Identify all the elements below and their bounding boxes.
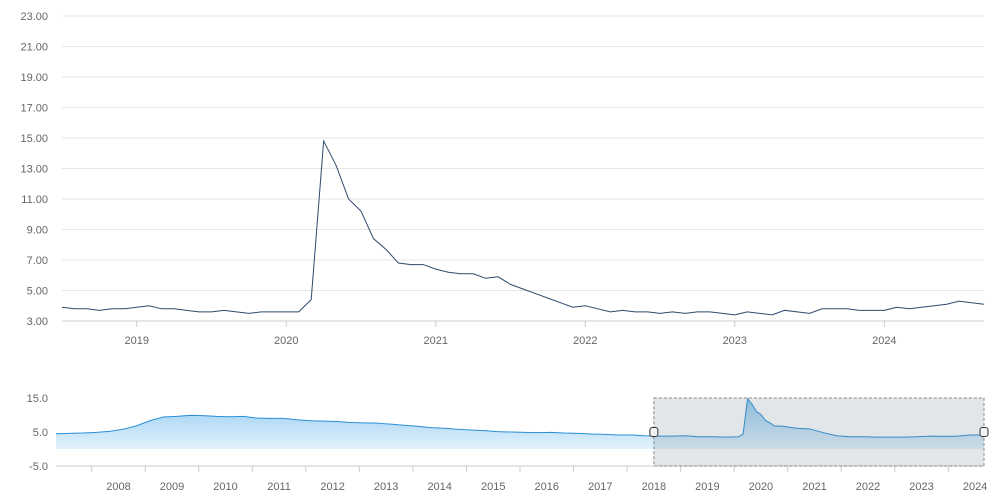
main-x-axis: 2019 2020 2021 2022 2023 2024 xyxy=(125,321,897,347)
main-x-tick-label: 2023 xyxy=(723,335,747,347)
navigator-x-tick-label: 2011 xyxy=(267,481,291,493)
main-y-tick-label: 15.00 xyxy=(20,133,48,145)
navigator-area-fill xyxy=(56,398,984,449)
navigator-x-tick-label: 2017 xyxy=(588,481,612,493)
main-x-tick-label: 2019 xyxy=(125,335,149,347)
main-y-tick-label: 9.00 xyxy=(27,225,48,237)
main-plot: 3.00 5.00 7.00 9.00 11.00 13.00 15.00 17.00 19.0… xyxy=(20,11,985,347)
main-y-tick-label: 21.00 xyxy=(20,42,48,54)
navigator-y-tick-label: 5.0 xyxy=(33,427,48,439)
navigator-x-tick-label: 2014 xyxy=(427,481,451,493)
navigator-x-tick-label: 2008 xyxy=(106,481,130,493)
navigator-y-axis: -5.0 5.0 15.0 xyxy=(27,393,48,473)
main-x-tick-label: 2024 xyxy=(872,335,896,347)
navigator-x-tick-label: 2021 xyxy=(802,481,826,493)
main-x-tick-label: 2022 xyxy=(573,335,597,347)
navigator-x-tick-label: 2012 xyxy=(320,481,344,493)
navigator-x-tick-label: 2022 xyxy=(856,481,880,493)
navigator-y-tick-label: -5.0 xyxy=(29,461,48,473)
navigator-x-tick-label: 2013 xyxy=(374,481,398,493)
main-y-tick-label: 7.00 xyxy=(27,255,48,267)
main-y-tick-label: 19.00 xyxy=(20,72,48,84)
main-series-line xyxy=(61,139,985,316)
navigator-handle-left[interactable] xyxy=(649,427,659,437)
main-x-tick-label: 2020 xyxy=(274,335,298,347)
main-y-tick-label: 3.00 xyxy=(27,316,48,328)
navigator-x-tick-label: 2018 xyxy=(642,481,666,493)
main-y-axis: 3.00 5.00 7.00 9.00 11.00 13.00 15.00 17.00 19.0… xyxy=(20,11,48,328)
navigator-series-line xyxy=(55,397,984,438)
main-y-tick-label: 5.00 xyxy=(27,286,48,298)
navigator-y-tick-label: 15.0 xyxy=(27,393,48,405)
main-y-tick-label: 23.00 xyxy=(20,11,48,23)
main-gridlines xyxy=(62,15,984,322)
main-y-tick-label: 13.00 xyxy=(20,164,48,176)
navigator-x-tick-label: 2019 xyxy=(695,481,719,493)
main-x-tick-label: 2021 xyxy=(424,335,448,347)
main-y-tick-label: 17.00 xyxy=(20,103,48,115)
navigator-x-tick-label: 2015 xyxy=(481,481,505,493)
navigator-handle-right[interactable] xyxy=(979,427,989,437)
navigator-x-tick-label: 2020 xyxy=(749,481,773,493)
main-y-tick-label: 11.00 xyxy=(21,194,48,206)
navigator-x-axis: 2008 2009 2010 2011 2012 2013 2014 2015 2016 2017… xyxy=(56,465,987,493)
navigator-x-tick-label: 2016 xyxy=(535,481,559,493)
navigator-x-tick-label: 2009 xyxy=(160,481,184,493)
navigator-x-tick-label: 2023 xyxy=(909,481,933,493)
navigator-selection-window[interactable] xyxy=(653,397,985,467)
navigator-x-tick-label: 2024 xyxy=(963,481,987,493)
navigator-x-tick-label: 2010 xyxy=(213,481,237,493)
